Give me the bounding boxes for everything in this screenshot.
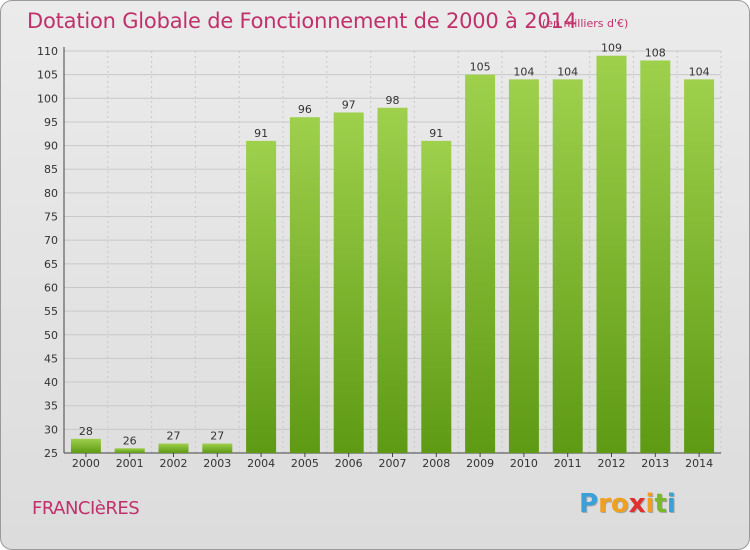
data-label: 109 bbox=[601, 42, 622, 55]
bar-2008 bbox=[421, 140, 452, 453]
data-label: 26 bbox=[123, 434, 137, 447]
bar-2005 bbox=[289, 117, 320, 453]
chart-title: Dotation Globale de Fonctionnement de 20… bbox=[27, 9, 577, 33]
data-label: 27 bbox=[210, 430, 224, 443]
y-tick-label: 70 bbox=[44, 234, 58, 247]
y-tick-label: 95 bbox=[44, 116, 58, 129]
proxiti-logo[interactable]: Proxiti bbox=[579, 489, 676, 519]
bar-2013 bbox=[640, 60, 671, 453]
bar-2004 bbox=[246, 140, 277, 453]
logo-letter: i bbox=[666, 489, 676, 519]
y-tick-label: 25 bbox=[44, 447, 58, 460]
data-label: 28 bbox=[79, 425, 93, 438]
chart-subtitle: (en milliers d'€) bbox=[542, 17, 629, 30]
x-tick-label: 2000 bbox=[72, 457, 100, 470]
y-tick-label: 55 bbox=[44, 305, 58, 318]
y-tick-label: 65 bbox=[44, 258, 58, 271]
data-label: 108 bbox=[645, 46, 666, 59]
data-label: 98 bbox=[386, 94, 400, 107]
logo-letter: x bbox=[628, 489, 646, 519]
data-label: 91 bbox=[429, 127, 443, 140]
x-tick-label: 2002 bbox=[160, 457, 188, 470]
bar-2011 bbox=[552, 79, 583, 454]
bar-2006 bbox=[333, 112, 364, 453]
x-tick-label: 2008 bbox=[422, 457, 450, 470]
x-tick-label: 2005 bbox=[291, 457, 319, 470]
x-tick-label: 2006 bbox=[335, 457, 363, 470]
y-tick-label: 35 bbox=[44, 400, 58, 413]
y-tick-label: 60 bbox=[44, 281, 58, 294]
bar-2009 bbox=[465, 74, 496, 453]
y-tick-label: 40 bbox=[44, 376, 58, 389]
x-tick-label: 2012 bbox=[598, 457, 626, 470]
y-tick-label: 90 bbox=[44, 140, 58, 153]
x-tick-label: 2013 bbox=[641, 457, 669, 470]
logo-letter: r bbox=[598, 489, 611, 519]
commune-name: FRANCIèRES bbox=[32, 498, 140, 519]
data-labels: 28 26 27 27 91 96 97 98 91 105 104 104 109 108 104 bbox=[79, 42, 710, 448]
x-tick-label: 2010 bbox=[510, 457, 538, 470]
x-tick-label: 2001 bbox=[116, 457, 144, 470]
bar-2000 bbox=[70, 438, 101, 453]
data-label: 27 bbox=[167, 430, 181, 443]
x-tick-label: 2011 bbox=[554, 457, 582, 470]
bar-2001 bbox=[114, 448, 145, 453]
logo-letter: i bbox=[645, 489, 655, 519]
data-label: 96 bbox=[298, 103, 312, 116]
y-tick-label: 80 bbox=[44, 187, 58, 200]
y-tick-label: 30 bbox=[44, 423, 58, 436]
y-tick-label: 50 bbox=[44, 329, 58, 342]
y-tick-label: 110 bbox=[37, 45, 58, 58]
y-tick-label: 45 bbox=[44, 352, 58, 365]
data-label: 105 bbox=[470, 61, 491, 74]
y-tick-label: 75 bbox=[44, 211, 58, 224]
bars bbox=[70, 55, 715, 454]
logo-letter: P bbox=[579, 489, 599, 519]
data-label: 104 bbox=[513, 65, 534, 78]
bar-2014 bbox=[684, 79, 715, 454]
bar-2012 bbox=[596, 55, 627, 454]
bar-2010 bbox=[508, 79, 539, 454]
x-tick-label: 2007 bbox=[379, 457, 407, 470]
y-tick-label: 100 bbox=[37, 92, 58, 105]
logo-letter: t bbox=[654, 489, 667, 519]
x-tick-label: 2004 bbox=[247, 457, 275, 470]
y-tick-label: 85 bbox=[44, 163, 58, 176]
data-label: 104 bbox=[689, 65, 710, 78]
data-label: 91 bbox=[254, 127, 268, 140]
bar-2003 bbox=[202, 443, 233, 453]
bar-2002 bbox=[158, 443, 189, 453]
bar-2007 bbox=[377, 107, 408, 454]
x-tick-label: 2009 bbox=[466, 457, 494, 470]
logo-letter: o bbox=[610, 489, 629, 519]
y-tick-label: 105 bbox=[37, 69, 58, 82]
data-label: 104 bbox=[557, 65, 578, 78]
x-tick-label: 2014 bbox=[685, 457, 713, 470]
x-tick-label: 2003 bbox=[203, 457, 231, 470]
data-label: 97 bbox=[342, 98, 356, 111]
